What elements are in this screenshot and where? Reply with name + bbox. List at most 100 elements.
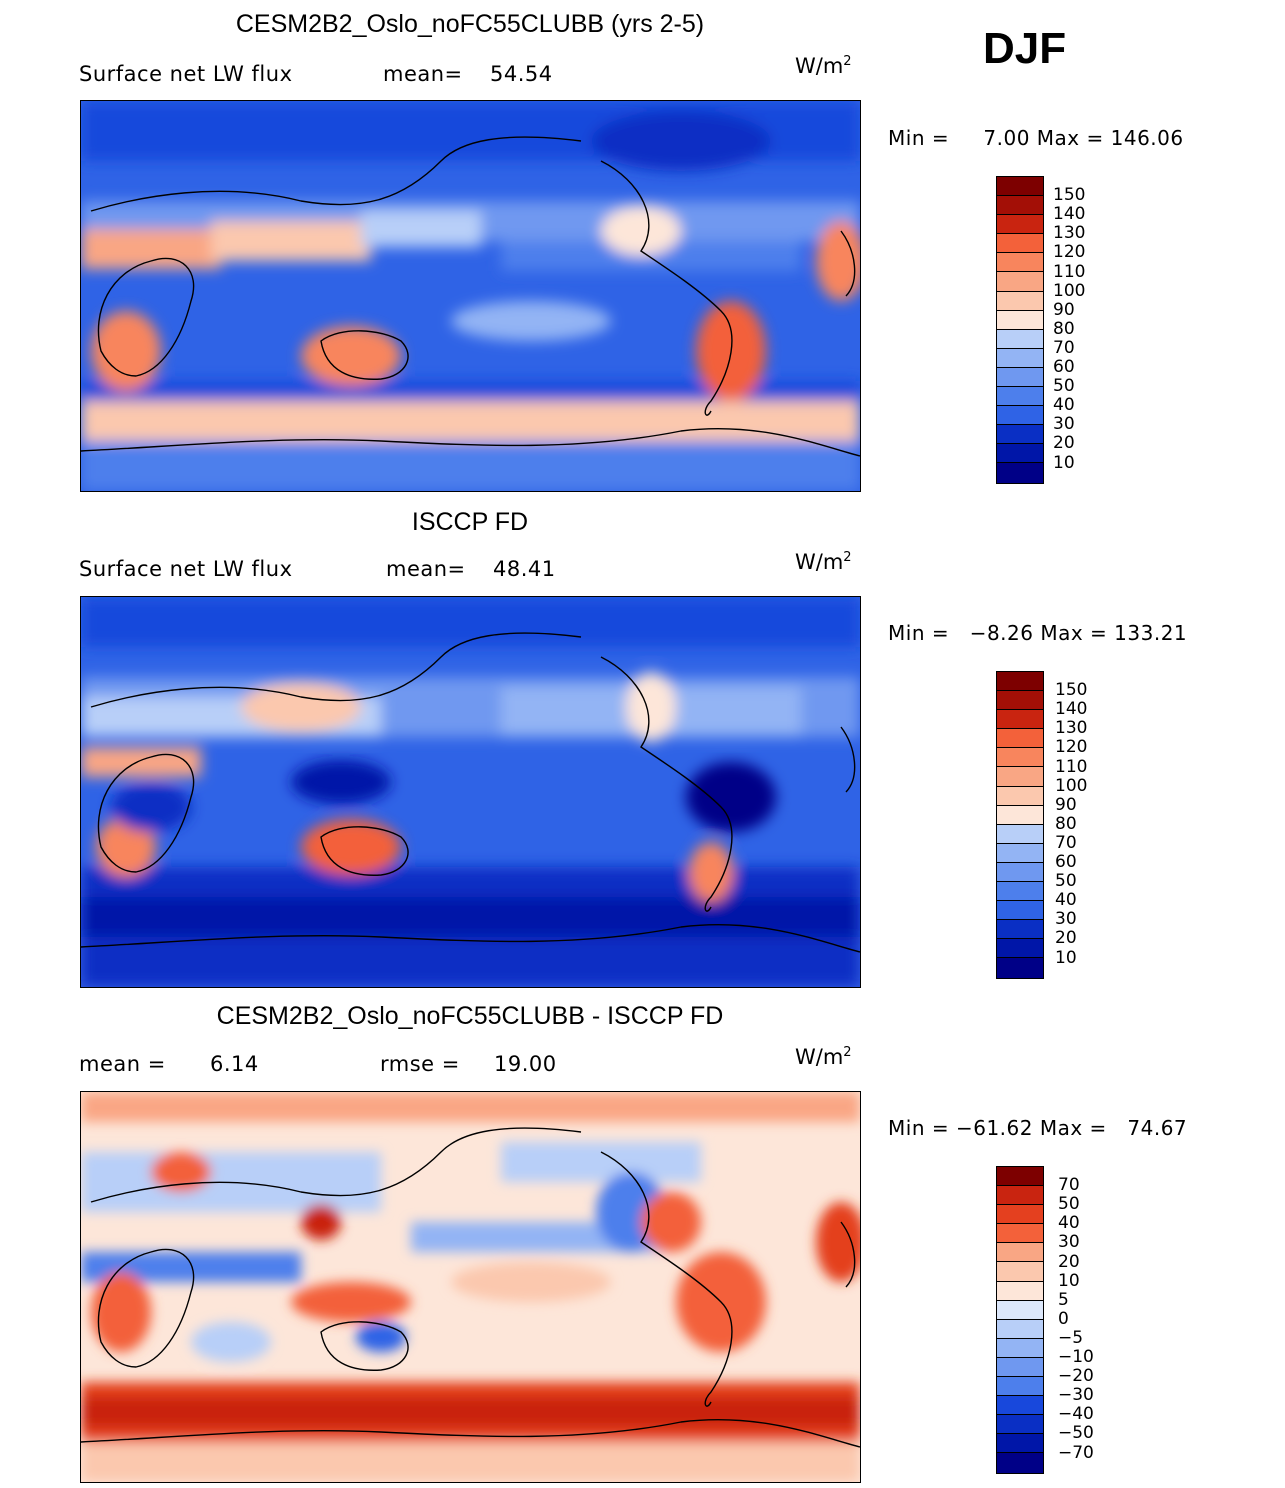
colorbar-segment (997, 786, 1043, 806)
colorbar-segment (997, 1453, 1043, 1473)
colorbar-segment (997, 901, 1043, 921)
panel-2-colorbar (996, 671, 1044, 979)
colorbar-segment (997, 862, 1043, 883)
colorbar-segment (997, 1186, 1043, 1206)
colorbar-tick-label: 130 (1055, 718, 1088, 739)
panel-1-map (80, 100, 861, 492)
colorbar-segment (997, 1281, 1043, 1301)
colorbar-segment (997, 748, 1043, 768)
colorbar-segment (997, 1167, 1043, 1187)
colorbar-tick-label: 50 (1055, 871, 1077, 892)
colorbar-segment (997, 215, 1043, 235)
colorbar-tick-label: −5 (1058, 1327, 1084, 1348)
colorbar-tick-label: 50 (1058, 1194, 1080, 1215)
colorbar-segment (997, 177, 1043, 197)
panel-3-mean-label: mean = (79, 1052, 166, 1076)
colorbar-segment (997, 406, 1043, 426)
colorbar-segment (997, 1205, 1043, 1225)
colorbar-tick-label: 150 (1055, 680, 1088, 701)
colorbar-segment (997, 672, 1043, 692)
colorbar-segment (997, 824, 1043, 844)
panel-1-min-value: 7.00 (983, 126, 1030, 150)
colorbar-segment (997, 843, 1043, 863)
colorbar-segment (997, 329, 1043, 349)
colorbar-tick-label: 10 (1055, 947, 1077, 968)
colorbar-tick-label: 120 (1055, 737, 1088, 758)
panel-2-title: ISCCP FD (411, 508, 529, 536)
panel-3-min-value: −61.62 (955, 1116, 1033, 1140)
colorbar-tick-label: 60 (1053, 357, 1075, 377)
colorbar-segment (997, 196, 1043, 216)
colorbar-segment (997, 1319, 1043, 1339)
panel-2-max-label: Max = (1040, 621, 1108, 645)
panel-3-mean-value: 6.14 (210, 1052, 259, 1076)
panel-1-coastlines (81, 136, 860, 457)
colorbar-segment (997, 805, 1043, 825)
colorbar-tick-label: −20 (1058, 1366, 1094, 1387)
panel-3-colorbar (996, 1166, 1044, 1474)
panel-3-rmse-label: rmse = (380, 1052, 460, 1076)
colorbar-tick-label: −10 (1058, 1347, 1094, 1367)
colorbar-tick-label: 90 (1055, 794, 1077, 815)
panel-3-title: CESM2B2_Oslo_noFC55CLUBB - ISCCP FD (216, 1002, 724, 1030)
colorbar-tick-label: 90 (1053, 299, 1075, 320)
colorbar-segment (997, 1377, 1043, 1397)
panel-1-units: W/m2 (795, 54, 852, 78)
panel-3-coastlines (81, 1127, 860, 1448)
panel-2-mean-value: 48.41 (493, 557, 556, 581)
colorbar-segment (997, 1243, 1043, 1263)
panel-1-max-value: 146.06 (1110, 126, 1184, 150)
panel-3-min-label: Min = (888, 1116, 950, 1140)
colorbar-tick-label: 70 (1053, 337, 1075, 358)
colorbar-segment (997, 463, 1043, 483)
colorbar-segment (997, 729, 1043, 749)
colorbar-segment (997, 291, 1043, 311)
panel-2-mean-label: mean= (386, 557, 466, 581)
colorbar-segment (997, 958, 1043, 978)
colorbar-segment (997, 1415, 1043, 1435)
colorbar-segment (997, 253, 1043, 273)
colorbar-tick-label: 30 (1058, 1232, 1080, 1253)
colorbar-segment (997, 425, 1043, 445)
colorbar-tick-label: 80 (1053, 318, 1075, 339)
colorbar-segment (997, 444, 1043, 464)
colorbar-segment (997, 348, 1043, 368)
panel-1-colorbar (996, 176, 1044, 484)
colorbar-tick-label: −70 (1058, 1442, 1094, 1463)
colorbar-tick-label: 40 (1058, 1213, 1080, 1234)
colorbar-segment (997, 882, 1043, 902)
colorbar-segment (997, 234, 1043, 254)
colorbar-segment (997, 920, 1043, 940)
colorbar-segment (997, 1300, 1043, 1320)
panel-2-coastlines (81, 632, 860, 953)
colorbar-segment (997, 939, 1043, 959)
colorbar-tick-label: 20 (1058, 1251, 1080, 1272)
panel-3-rmse-value: 19.00 (494, 1052, 557, 1076)
colorbar-segment (997, 1224, 1043, 1244)
colorbar-tick-label: 20 (1055, 928, 1077, 949)
panel-3-max-value: 74.67 (1127, 1116, 1188, 1140)
colorbar-tick-label: 20 (1053, 433, 1075, 454)
colorbar-tick-label: 5 (1058, 1289, 1069, 1310)
colorbar-tick-label: 120 (1053, 242, 1086, 263)
panel-1-map-plot (81, 101, 860, 491)
panel-3-map (80, 1091, 861, 1483)
colorbar-tick-label: 80 (1055, 813, 1077, 834)
panel-2-max-value: 133.21 (1114, 621, 1188, 645)
colorbar-segment (997, 310, 1043, 330)
colorbar-tick-label: 140 (1053, 204, 1086, 225)
colorbar-tick-label: 50 (1053, 376, 1075, 397)
colorbar-tick-label: 70 (1055, 832, 1077, 853)
colorbar-segment (997, 710, 1043, 730)
colorbar-tick-label: 60 (1055, 852, 1077, 872)
panel-2-min-label: Min = (888, 621, 950, 645)
colorbar-segment (997, 387, 1043, 407)
colorbar-tick-label: 140 (1055, 699, 1088, 720)
colorbar-segment (997, 1262, 1043, 1282)
colorbar-segment (997, 767, 1043, 787)
panel-1-variable-label: Surface net LW flux (79, 62, 293, 86)
colorbar-tick-label: −40 (1058, 1404, 1094, 1425)
panel-2-variable-label: Surface net LW flux (79, 557, 293, 581)
panel-1-mean-label: mean= (383, 62, 463, 86)
panel-2-units: W/m2 (795, 550, 852, 574)
